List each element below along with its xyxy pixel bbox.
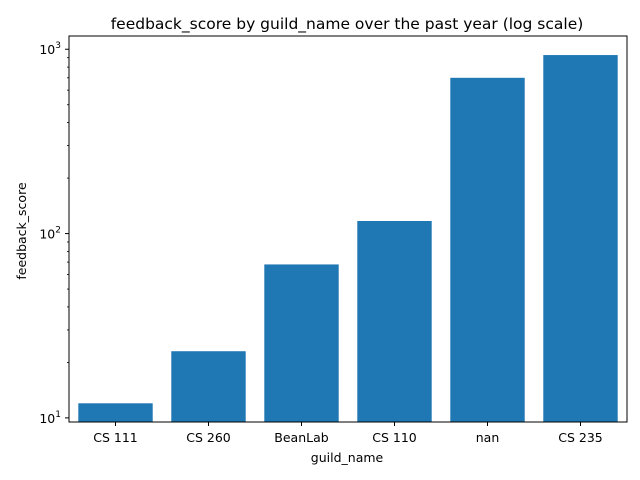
axes-layer: CS 111 CS 260 BeanLab CS 110 nan CS 235 101 102… <box>39 35 628 445</box>
plot-frame <box>68 35 628 423</box>
x-tick-label: BeanLab <box>274 430 328 445</box>
bar-nan <box>450 77 525 423</box>
bar-cs-111 <box>78 403 153 422</box>
bar-cs-110 <box>357 221 432 422</box>
x-axis-label: guild_name <box>311 450 384 465</box>
x-tick-label: CS 235 <box>558 430 603 445</box>
y-tick-label: 103 <box>39 41 61 57</box>
x-tick-label: nan <box>476 430 500 445</box>
bar-beanlab <box>264 264 339 422</box>
x-tick-label: CS 111 <box>93 430 138 445</box>
x-tick-label: CS 260 <box>186 430 231 445</box>
y-tick-label: 102 <box>39 226 61 242</box>
bar-cs-260 <box>171 351 246 422</box>
x-tick-label: CS 110 <box>372 430 417 445</box>
bar-cs-235 <box>543 55 618 423</box>
bars-layer <box>78 55 618 423</box>
chart-title: feedback_score by guild_name over the pa… <box>111 15 584 34</box>
y-tick-label: 101 <box>39 410 61 426</box>
y-axis-label: feedback_score <box>14 182 29 280</box>
